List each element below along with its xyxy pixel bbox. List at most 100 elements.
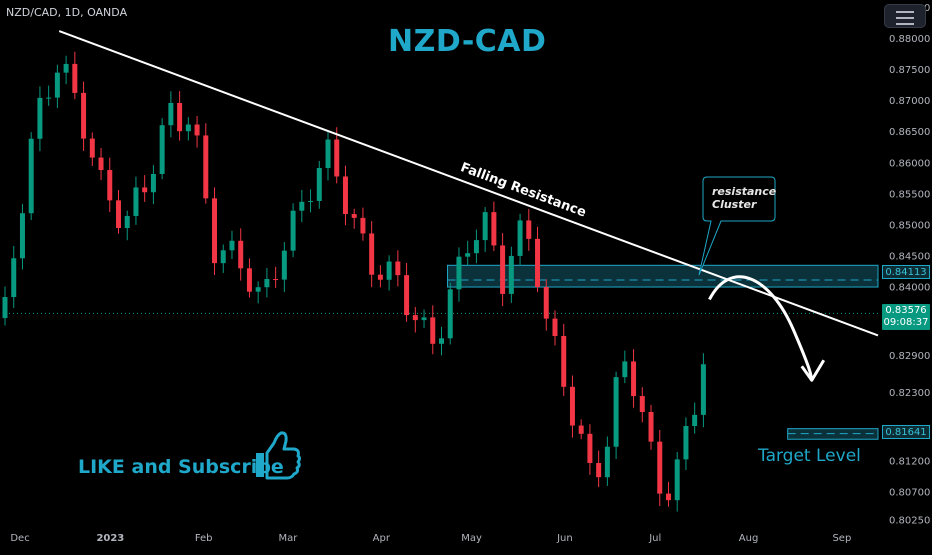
menu-icon[interactable] bbox=[884, 4, 926, 28]
candle-body bbox=[107, 170, 113, 201]
candle-body bbox=[142, 187, 148, 193]
candle-body bbox=[72, 63, 78, 93]
symbol-label[interactable]: NZD/CAD, 1D, OANDA bbox=[6, 6, 128, 19]
current-price-value: 0.83576 bbox=[885, 305, 927, 316]
candle-body bbox=[37, 97, 43, 139]
y-tick-label: 0.86000 bbox=[889, 158, 930, 169]
candle-body bbox=[447, 289, 453, 339]
x-tick-label: Mar bbox=[279, 533, 299, 544]
candle-body bbox=[194, 124, 200, 136]
chart-title: NZD-CAD bbox=[388, 24, 547, 59]
candle-body bbox=[700, 364, 706, 415]
candle-body bbox=[203, 135, 209, 199]
candle-body bbox=[98, 157, 104, 171]
candle-body bbox=[54, 72, 60, 98]
candle-body bbox=[63, 63, 69, 73]
candle-body bbox=[342, 176, 348, 215]
candle-body bbox=[491, 212, 497, 246]
candle-body bbox=[552, 318, 558, 336]
x-tick-label: Apr bbox=[373, 533, 391, 544]
candle-body bbox=[596, 462, 602, 478]
candle-body bbox=[639, 396, 645, 412]
candle-body bbox=[246, 268, 252, 292]
candle-body bbox=[351, 214, 357, 218]
current-price-tag: 0.83576 09:08:37 bbox=[882, 304, 930, 330]
candle-body bbox=[273, 279, 279, 281]
candle-body bbox=[185, 124, 191, 132]
candle-body bbox=[19, 213, 25, 259]
candle-body bbox=[290, 210, 296, 251]
candle-body bbox=[168, 102, 174, 126]
y-tick-label: 0.81200 bbox=[889, 456, 930, 467]
y-tick-label: 0.88000 bbox=[889, 34, 930, 45]
falling-resistance-label: Falling Resistance bbox=[458, 160, 588, 220]
candle-body bbox=[89, 138, 95, 158]
candle-body bbox=[81, 92, 87, 139]
y-tick-label: 0.80250 bbox=[889, 516, 930, 527]
candle-body bbox=[212, 198, 218, 264]
resistance-price-tag: 0.84113 bbox=[882, 265, 930, 279]
candle-body bbox=[622, 361, 628, 378]
candle-body bbox=[665, 493, 671, 501]
candle-body bbox=[229, 240, 235, 251]
candle-body bbox=[604, 446, 610, 478]
candle-body bbox=[369, 233, 375, 275]
candle-body bbox=[133, 187, 139, 216]
y-tick-label: 0.84500 bbox=[889, 251, 930, 262]
resistance-cluster-callout bbox=[698, 176, 776, 276]
candle-body bbox=[325, 139, 331, 169]
candle-body bbox=[299, 201, 305, 211]
candle-body bbox=[11, 258, 17, 298]
candle-body bbox=[177, 102, 183, 132]
candle-body bbox=[395, 261, 401, 276]
candle-body bbox=[46, 97, 52, 99]
candle-body bbox=[456, 256, 462, 290]
candle-body bbox=[535, 238, 541, 288]
candle-body bbox=[412, 315, 418, 321]
candle-body bbox=[159, 125, 165, 174]
x-tick-label: May bbox=[461, 533, 482, 544]
candle-body bbox=[28, 138, 34, 214]
x-tick-label: Feb bbox=[195, 533, 213, 544]
candle-body bbox=[587, 433, 593, 463]
candle-body bbox=[386, 261, 392, 280]
candle-body bbox=[569, 386, 575, 426]
candle-body bbox=[439, 338, 444, 344]
candle-body bbox=[124, 215, 130, 228]
candle-body bbox=[543, 287, 549, 319]
y-tick-label: 0.82300 bbox=[889, 388, 930, 399]
target-level-label: Target Level bbox=[758, 446, 861, 466]
candle-body bbox=[692, 414, 698, 427]
like-subscribe-text: LIKE and Subscribe bbox=[78, 456, 284, 478]
countdown-timer: 09:08:37 bbox=[883, 317, 929, 328]
resistance-cluster-label: resistance Cluster bbox=[712, 185, 776, 211]
candle-body bbox=[421, 317, 427, 321]
candle-body bbox=[238, 240, 244, 269]
candle-body bbox=[683, 426, 689, 460]
x-tick-label: Jul bbox=[648, 533, 661, 544]
candle-body bbox=[508, 255, 514, 294]
candle-body bbox=[150, 173, 156, 193]
target-price-tag: 0.81641 bbox=[882, 425, 930, 439]
thumbs-up-icon bbox=[256, 431, 301, 480]
candle-body bbox=[674, 459, 680, 501]
candle-body bbox=[613, 377, 619, 447]
candle-body bbox=[281, 250, 287, 280]
y-tick-label: 0.85000 bbox=[889, 220, 930, 231]
falling-resistance-line bbox=[58, 30, 879, 337]
projection-arrowhead bbox=[800, 359, 826, 382]
candle-body bbox=[334, 139, 340, 177]
candle-body bbox=[377, 274, 383, 280]
candle-body bbox=[500, 245, 506, 294]
candle-body bbox=[473, 240, 479, 254]
x-tick-label: Aug bbox=[739, 533, 759, 544]
candle-body bbox=[255, 287, 261, 292]
candle-body bbox=[220, 250, 226, 264]
candle-body bbox=[465, 253, 471, 257]
y-tick-label: 0.87500 bbox=[889, 65, 930, 76]
y-tick-label: 0.80700 bbox=[889, 488, 930, 499]
x-tick-label: Sep bbox=[832, 533, 851, 544]
candle-body bbox=[308, 200, 314, 202]
